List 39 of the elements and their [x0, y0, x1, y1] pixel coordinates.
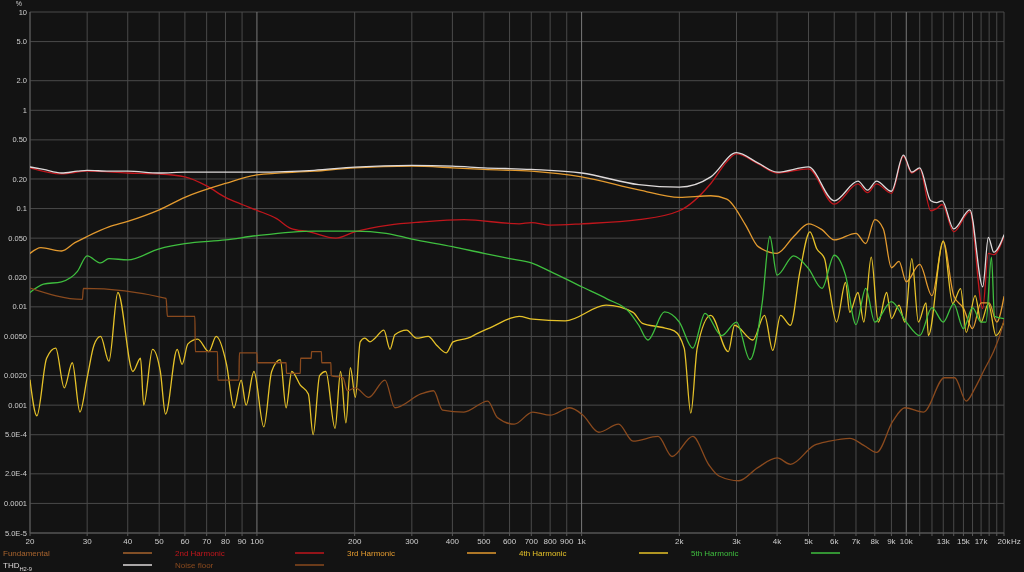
- x-tick-label: 60: [180, 537, 190, 546]
- x-tick-label: 20: [25, 537, 35, 546]
- x-tick-label: 9k: [887, 537, 897, 546]
- x-tick-label: 4k: [772, 537, 783, 546]
- x-tick-label: 13k: [936, 537, 951, 546]
- x-tick-label: 17k: [974, 537, 989, 546]
- x-tick-label: 300: [405, 537, 420, 546]
- x-tick-label: 7k: [851, 537, 862, 546]
- legend-label: Fundamental: [3, 549, 50, 558]
- text: 3rd Harmonic: [347, 549, 396, 558]
- x-tick-label: 600: [502, 537, 517, 546]
- x-tick-label: 30: [82, 537, 93, 546]
- x-tick-label: 90: [237, 537, 248, 546]
- text: 4th Harmonic: [519, 549, 567, 558]
- x-axis-title: Hz: [1011, 537, 1021, 546]
- x-tick-label: 400: [445, 537, 460, 546]
- x-tick-label: 10k: [899, 537, 914, 546]
- x-tick-label: 1k: [577, 537, 587, 546]
- x-tick-label: 80: [221, 537, 231, 546]
- x-tick-label: 900: [560, 537, 574, 546]
- x-tick-label: 6k: [830, 537, 840, 546]
- x-tick-label: 3k: [732, 537, 742, 546]
- x-tick-label: 2k: [675, 537, 685, 546]
- x-tick-label: 70: [202, 537, 212, 546]
- x-tick-label: 200: [347, 537, 362, 546]
- text: THD$_{H2-9}$: [3, 561, 32, 572]
- x-tick-label: 40: [123, 537, 133, 546]
- x-tick-label: 800: [543, 537, 558, 546]
- x-tick-label: 700: [524, 537, 539, 546]
- x-tick-label: 50: [154, 537, 165, 546]
- x-tick-label: 8k: [870, 537, 881, 546]
- text: Noise floor: [175, 561, 214, 570]
- text: 2nd Harmonic: [175, 549, 225, 558]
- text: 5th Harmonic: [691, 549, 739, 558]
- x-tick-label: 15k: [956, 537, 971, 546]
- x-tick-label: 20k: [997, 537, 1012, 546]
- x-tick-label: 100: [250, 537, 265, 546]
- x-tick-label: 5k: [804, 537, 814, 546]
- x-tick-label: 500: [477, 537, 492, 546]
